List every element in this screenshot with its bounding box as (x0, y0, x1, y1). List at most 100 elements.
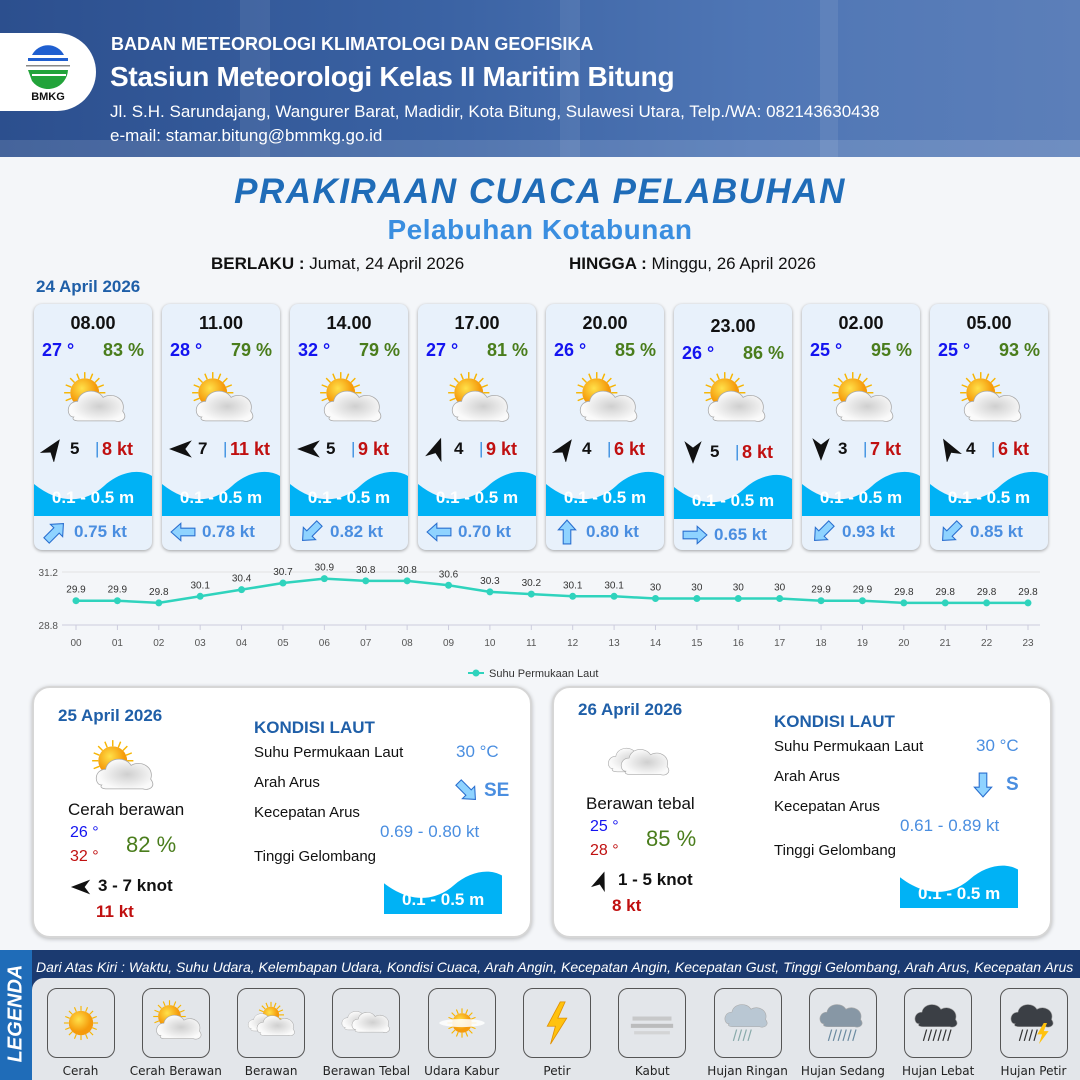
data-point[interactable] (858, 597, 866, 605)
legend-item: Hujan Ringan (700, 988, 795, 1078)
daily-forecast-box: 25 April 2026 Cerah berawan 26 ° 32 ° 82… (32, 686, 532, 938)
data-point[interactable] (486, 588, 494, 596)
data-label: 29.9 (811, 585, 831, 596)
data-label: 30.8 (397, 565, 417, 576)
forecast-card: 20.00 26 ° 85 % 4 | 6 kt 0.1 - 0.5 m 0.8… (546, 304, 664, 550)
header-banner (0, 0, 1080, 157)
data-point[interactable] (238, 586, 246, 594)
berawan-icon (248, 1001, 295, 1036)
data-point[interactable] (72, 597, 80, 605)
wind-speed: 4 (966, 439, 976, 458)
wave-height: 0.1 - 0.5 m (691, 491, 775, 510)
wind-direction-icon (39, 439, 60, 463)
data-point[interactable] (403, 577, 411, 585)
sst-value: 30 °C (976, 736, 1019, 755)
x-tick-label: 08 (402, 638, 414, 649)
weather-cerah-berawan-icon (192, 372, 254, 422)
y-tick-label: 28.8 (39, 621, 59, 632)
data-point[interactable] (113, 597, 121, 605)
data-label: 30.3 (480, 576, 500, 587)
data-point[interactable] (610, 592, 618, 600)
gust-speed: 8 kt (102, 439, 134, 459)
data-point[interactable] (983, 599, 991, 607)
data-label: 29.8 (1018, 587, 1038, 598)
data-point[interactable] (941, 599, 949, 607)
wind-speed: 5 (70, 439, 80, 458)
humidity: 79 % (358, 340, 400, 360)
valid-to: HINGGA : Minggu, 26 April 2026 (569, 254, 816, 274)
hujan-ringan-icon (724, 1004, 767, 1042)
legend-tag-text: LEGENDA (4, 964, 27, 1063)
wave-height: 0.1 - 0.5 m (918, 884, 1001, 903)
legend-item-label: Cerah (62, 1064, 99, 1078)
current-speed: 0.85 kt (970, 522, 1023, 541)
data-point[interactable] (196, 592, 204, 600)
weather-berawan-tebal-icon (608, 748, 670, 776)
air-temperature: 26 ° (682, 343, 715, 363)
weather-cerah-berawan-icon (320, 372, 382, 422)
udara-kabur-icon (438, 1008, 485, 1038)
sea-temperature-chart: 31.2 28.8 29.9 00 29.9 01 29.8 02 30.1 03 30.4 04 30… (39, 563, 1040, 680)
wind-direction-icon (551, 439, 572, 463)
station-address: Jl. S.H. Sarundajang, Wangurer Barat, Ma… (110, 102, 880, 121)
data-point[interactable] (651, 595, 659, 602)
wave-height: 0.1 - 0.5 m (179, 488, 263, 507)
wind-direction-icon (169, 440, 192, 458)
wind-direction-icon (425, 437, 442, 463)
data-point[interactable] (817, 597, 825, 605)
weather-cerah-berawan-icon (64, 372, 126, 422)
data-point[interactable] (776, 595, 784, 602)
air-temperature: 32 ° (298, 340, 331, 360)
humidity: 79 % (230, 340, 272, 360)
data-point[interactable] (155, 599, 163, 607)
x-tick-label: 02 (153, 638, 165, 649)
forecast-card: 23.00 26 ° 86 % 5 | 8 kt 0.1 - 0.5 m 0.6… (674, 304, 792, 550)
cerah-icon (63, 1005, 98, 1041)
sea-condition-heading: KONDISI LAUT (774, 712, 895, 731)
weather-cerah-berawan-icon (704, 372, 766, 422)
x-tick-label: 16 (733, 638, 745, 649)
data-point[interactable] (900, 599, 908, 607)
data-point[interactable] (734, 595, 742, 602)
data-point[interactable] (693, 595, 701, 602)
cerah-berawan-icon (153, 1000, 202, 1040)
data-label: 30.9 (315, 563, 335, 574)
x-tick-label: 15 (691, 638, 703, 649)
hujan-sedang-icon (819, 1004, 863, 1042)
legend-tag: LEGENDA (0, 950, 32, 1080)
current-speed: 0.82 kt (330, 522, 383, 541)
gust-speed: 9 kt (358, 439, 390, 459)
x-tick-label: 11 (526, 638, 537, 649)
wind-range: 3 - 7 knot (98, 876, 173, 895)
legend-item-label: Cerah Berawan (129, 1064, 222, 1078)
legend-item: Hujan Petir (986, 988, 1080, 1078)
x-tick-label: 07 (360, 638, 372, 649)
legend-label[interactable]: Suhu Permukaan Laut (489, 668, 598, 680)
data-point[interactable] (1024, 599, 1032, 607)
page-title: PRAKIRAAN CUACA PELABUHAN (234, 172, 846, 211)
daily-forecast-box: 26 April 2026 Berawan tebal 25 ° 28 ° 85… (552, 686, 1052, 938)
current-direction-icon (973, 772, 993, 798)
data-point[interactable] (569, 592, 577, 600)
current-direction-icon (682, 525, 708, 545)
data-point[interactable] (527, 590, 535, 598)
wave-height: 0.1 - 0.5 m (435, 488, 519, 507)
legend-item-label: Petir (543, 1064, 571, 1078)
wind-direction-icon (297, 440, 320, 458)
gust-speed: 6 kt (998, 439, 1030, 459)
weather-condition: Cerah berawan (68, 800, 185, 819)
daily-date: 25 April 2026 (58, 706, 163, 725)
legend-item: Udara Kabur (414, 988, 509, 1078)
legend-item-label: Hujan Ringan (707, 1064, 788, 1078)
data-point[interactable] (445, 581, 453, 589)
data-label: 30 (691, 583, 703, 594)
legend-item: Petir (510, 988, 605, 1078)
x-tick-label: 14 (650, 638, 662, 649)
data-label: 29.9 (108, 585, 128, 596)
data-point[interactable] (279, 579, 287, 587)
legend-item-label: Udara Kabur (424, 1064, 500, 1078)
wave-shape (546, 471, 664, 516)
current-speed-label: Kecepatan Arus (254, 804, 360, 821)
data-point[interactable] (362, 577, 370, 585)
data-point[interactable] (320, 575, 328, 583)
